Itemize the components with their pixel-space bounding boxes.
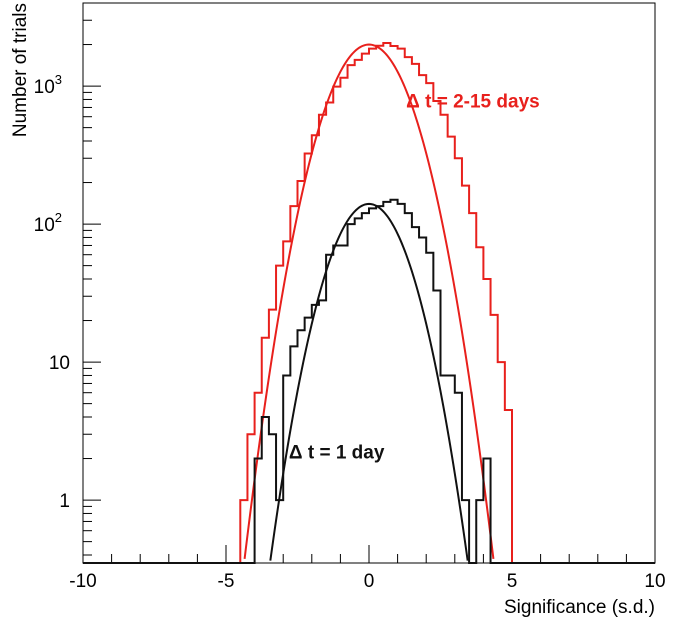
histogram-series-1 — [83, 198, 655, 564]
x-tick-label: 5 — [507, 571, 518, 592]
series-layer — [83, 42, 655, 564]
y-tick-exponent: 2 — [55, 210, 62, 225]
y-axis-label: Number of trials — [10, 3, 31, 137]
y-tick-label: 103 — [34, 72, 62, 98]
x-axis-ticks: -10 -5 0 5 10 — [69, 545, 666, 592]
x-tick-label: 10 — [644, 571, 665, 592]
series-label: Δ t = 1 day — [289, 443, 385, 464]
annotations: Δ t = 2-15 days Δ t = 1 day — [289, 91, 540, 463]
fit-curve-series-1 — [269, 202, 469, 561]
plot-frame — [82, 2, 656, 564]
histogram-series-0 — [83, 42, 655, 564]
y-tick-label: 1 — [59, 491, 70, 512]
x-axis-label: Significance (s.d.) — [504, 597, 655, 618]
x-tick-label: -5 — [218, 571, 235, 592]
y-tick-label: 102 — [34, 210, 62, 236]
y-tick-label: 10 — [49, 353, 70, 374]
x-tick-label: -10 — [69, 571, 96, 592]
y-axis-ticks: 1 10 102 103 — [34, 2, 101, 556]
x-tick-label: 0 — [364, 571, 375, 592]
fit-curve-series-0 — [243, 43, 495, 559]
series-label: Δ t = 2-15 days — [406, 91, 540, 112]
y-tick-exponent: 3 — [55, 72, 62, 87]
